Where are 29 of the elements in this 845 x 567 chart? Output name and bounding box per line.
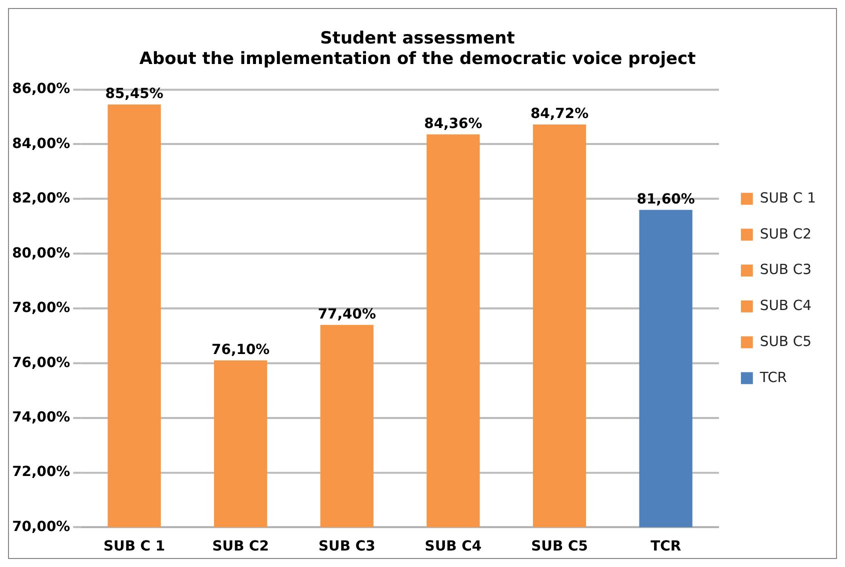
x-tick-label: SUB C4 xyxy=(424,538,482,554)
data-label: 77,40% xyxy=(318,306,376,322)
chart-subtitle: About the implementation of the democratic voice project xyxy=(139,48,696,68)
y-tick-label: 74,00% xyxy=(12,409,70,426)
x-tick-label: SUB C3 xyxy=(318,538,376,554)
x-tick-label: SUB C 1 xyxy=(103,538,166,554)
y-tick-label: 84,00% xyxy=(12,136,70,152)
y-tick-label: 72,00% xyxy=(12,464,70,480)
legend-label: SUB C5 xyxy=(760,334,812,350)
data-label: 76,10% xyxy=(212,342,270,358)
data-label: 85,45% xyxy=(105,86,164,102)
y-tick-label: 76,00% xyxy=(12,354,70,371)
y-tick-label: 78,00% xyxy=(12,300,70,316)
x-tick-label: TCR xyxy=(650,538,682,554)
x-tick-label: SUB C2 xyxy=(212,538,269,554)
legend-label: SUB C3 xyxy=(760,262,812,278)
chart-title: Student assessment xyxy=(320,28,515,48)
legend-label: SUB C2 xyxy=(760,226,812,242)
data-label: 84,72% xyxy=(530,106,589,122)
legend-label: TCR xyxy=(758,370,788,386)
y-tick-label: 80,00% xyxy=(12,245,70,262)
y-tick-label: 70,00% xyxy=(12,518,70,535)
legend-label: SUB C4 xyxy=(760,298,812,314)
data-label: 84,36% xyxy=(424,116,482,132)
legend-label: SUB C 1 xyxy=(760,190,816,206)
y-tick-label: 86,00% xyxy=(12,81,70,98)
y-tick-label: 82,00% xyxy=(12,190,70,207)
data-label: 81,60% xyxy=(636,192,695,208)
x-tick-label: SUB C5 xyxy=(531,538,588,554)
